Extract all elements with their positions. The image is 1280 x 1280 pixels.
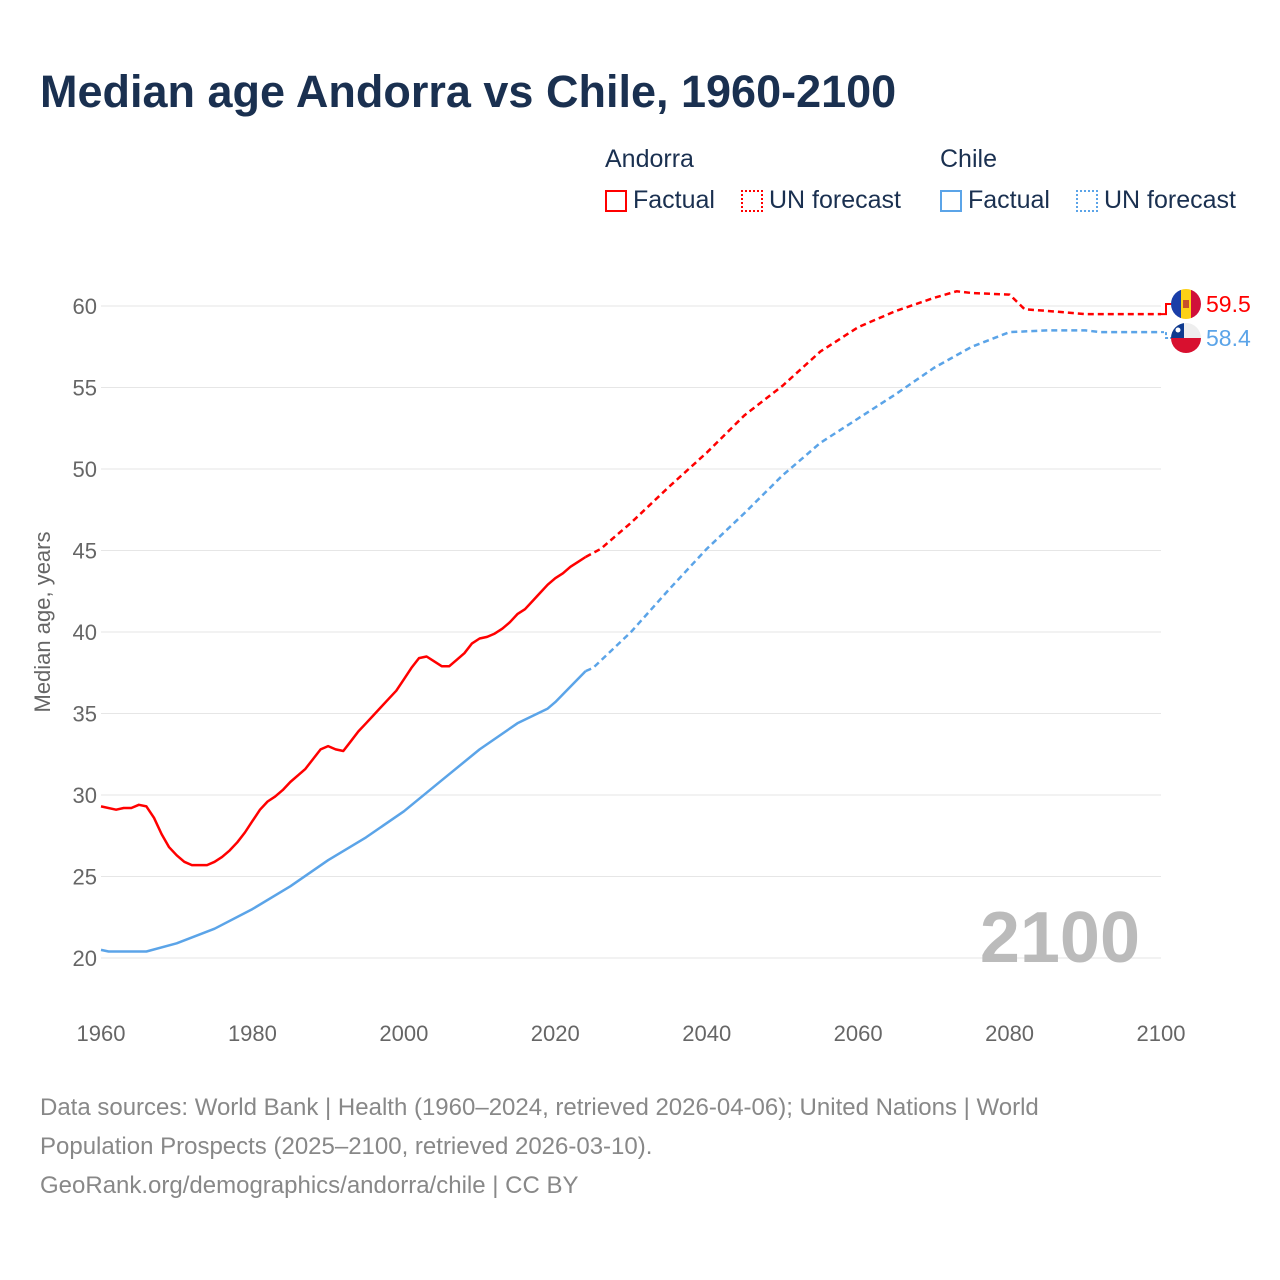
legend-andorra: Andorra Factual UN forecast (605, 145, 919, 215)
x-tick-label: 2060 (834, 1021, 883, 1046)
chart-title: Median age Andorra vs Chile, 1960-2100 (40, 66, 897, 117)
andorra-end-value: 59.5 (1206, 291, 1251, 317)
x-tick-label: 1980 (228, 1021, 277, 1046)
footer-line: Population Prospects (2025–2100, retriev… (40, 1133, 653, 1160)
andorra-factual-line (100, 555, 587, 867)
legend-chile-title: Chile (940, 145, 997, 173)
chile-flag-icon (1171, 323, 1201, 353)
y-tick-label: 60 (73, 294, 97, 319)
andorra-flag-icon (1171, 289, 1201, 319)
legend-andorra-forecast[interactable]: UN forecast (740, 186, 901, 215)
y-tick-label: 25 (73, 865, 97, 890)
swatch-solid-icon (605, 189, 627, 212)
y-axis-label: Median age, years (30, 532, 55, 713)
legend-label: UN forecast (1103, 186, 1236, 214)
legend-chile-forecast[interactable]: UN forecast (1075, 186, 1236, 215)
legend-label: UN forecast (768, 186, 901, 214)
y-tick-label: 50 (73, 457, 97, 482)
legend-andorra-factual[interactable]: Factual (605, 186, 715, 215)
chile-end-value: 58.4 (1206, 325, 1251, 351)
legend-andorra-title: Andorra (605, 145, 694, 173)
x-tick-label: 1960 (77, 1021, 126, 1046)
footer-line: Data sources: World Bank | Health (1960–… (40, 1094, 1039, 1121)
legend-label: Factual (633, 186, 715, 214)
legend-label: Factual (968, 186, 1050, 214)
y-tick-label: 35 (73, 702, 97, 727)
y-tick-label: 45 (73, 539, 97, 564)
y-tick-label: 40 (73, 620, 97, 645)
footer-link[interactable]: GeoRank.org/demographics/andorra/chile |… (40, 1172, 579, 1199)
end-connector (1161, 303, 1172, 316)
legend-chile-factual[interactable]: Factual (940, 186, 1050, 215)
footer-sources: Data sources: World Bank | Health (1960–… (40, 1088, 1240, 1205)
legend-chile: Chile Factual UN forecast (940, 145, 1254, 215)
x-tick-label: 2100 (1137, 1021, 1186, 1046)
x-tick-label: 2000 (379, 1021, 428, 1046)
x-tick-label: 2040 (682, 1021, 731, 1046)
x-tick-label: 2080 (985, 1021, 1034, 1046)
swatch-dotted-icon (1075, 189, 1098, 212)
y-tick-label: 55 (73, 376, 97, 401)
swatch-solid-icon (940, 189, 962, 212)
end-connector (1161, 331, 1172, 339)
swatch-dotted-icon (740, 189, 763, 212)
y-tick-label: 20 (73, 946, 97, 971)
x-tick-label: 2020 (531, 1021, 580, 1046)
chile-forecast-line (585, 329, 1161, 673)
y-tick-label: 30 (73, 783, 97, 808)
chile-factual-line (100, 670, 587, 953)
year-watermark: 2100 (980, 898, 1140, 978)
